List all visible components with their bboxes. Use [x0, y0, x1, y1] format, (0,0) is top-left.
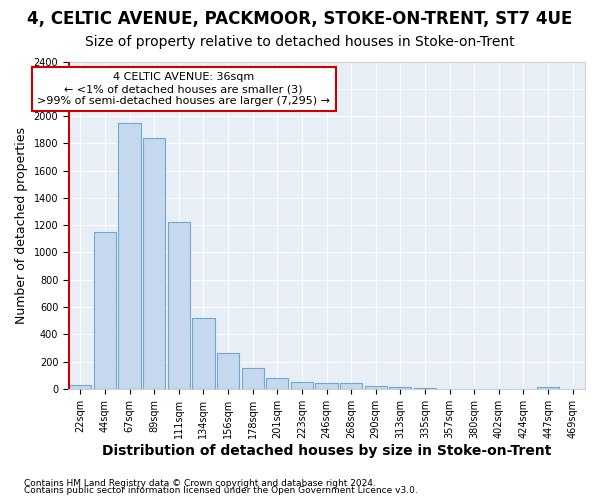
- Bar: [143, 138, 165, 389]
- Bar: [414, 388, 436, 389]
- Text: Contains HM Land Registry data © Crown copyright and database right 2024.: Contains HM Land Registry data © Crown c…: [24, 478, 376, 488]
- Bar: [340, 384, 362, 389]
- Bar: [168, 222, 190, 389]
- Bar: [316, 384, 338, 389]
- Bar: [193, 318, 215, 389]
- Bar: [118, 123, 140, 389]
- Bar: [242, 368, 264, 389]
- Text: Contains public sector information licensed under the Open Government Licence v3: Contains public sector information licen…: [24, 486, 418, 495]
- Bar: [365, 386, 387, 389]
- Y-axis label: Number of detached properties: Number of detached properties: [15, 126, 28, 324]
- Bar: [537, 387, 559, 389]
- Bar: [69, 386, 91, 389]
- Text: 4 CELTIC AVENUE: 36sqm
← <1% of detached houses are smaller (3)
>99% of semi-det: 4 CELTIC AVENUE: 36sqm ← <1% of detached…: [37, 72, 330, 106]
- Bar: [94, 232, 116, 389]
- Bar: [217, 352, 239, 389]
- Bar: [266, 378, 289, 389]
- Bar: [291, 382, 313, 389]
- Text: Size of property relative to detached houses in Stoke-on-Trent: Size of property relative to detached ho…: [85, 35, 515, 49]
- Text: 4, CELTIC AVENUE, PACKMOOR, STOKE-ON-TRENT, ST7 4UE: 4, CELTIC AVENUE, PACKMOOR, STOKE-ON-TRE…: [28, 10, 572, 28]
- Bar: [389, 387, 412, 389]
- X-axis label: Distribution of detached houses by size in Stoke-on-Trent: Distribution of detached houses by size …: [102, 444, 551, 458]
